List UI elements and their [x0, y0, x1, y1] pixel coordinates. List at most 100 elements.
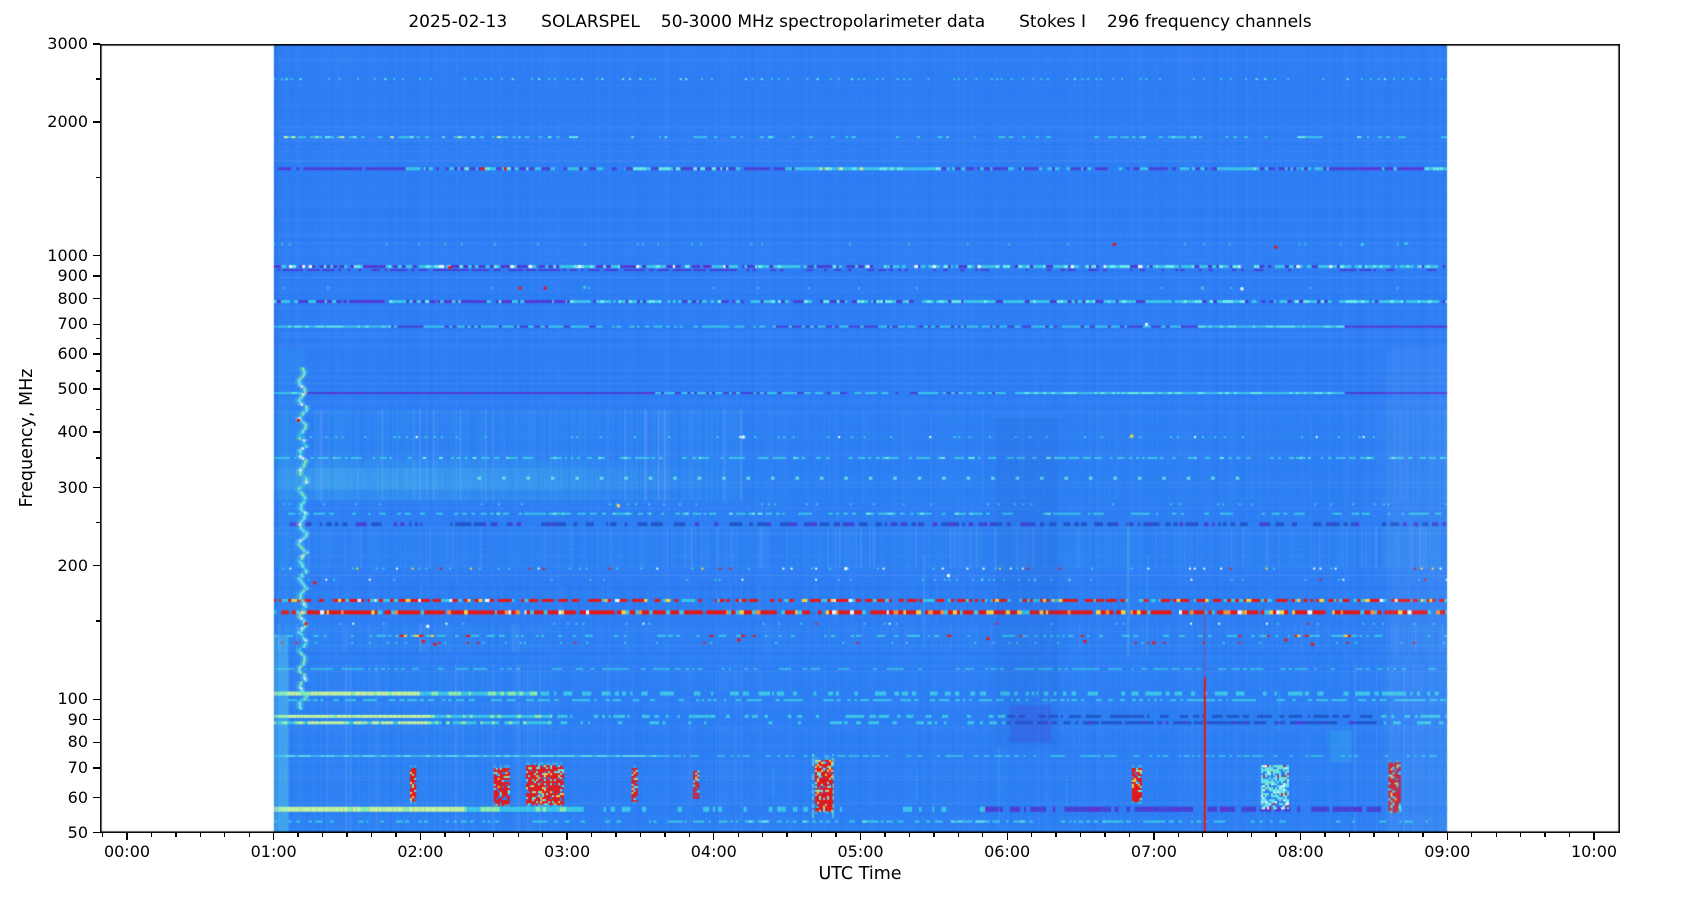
x-major-tick [1006, 833, 1008, 840]
x-minor-tick [248, 833, 250, 837]
x-major-tick [419, 833, 422, 840]
title-channels: 296 frequency channels [1106, 12, 1312, 32]
x-tick-label: 00:00 [103, 842, 151, 861]
y-minor-tick [96, 337, 100, 340]
x-minor-tick [1079, 833, 1082, 837]
x-minor-tick [224, 833, 226, 837]
x-minor-tick [297, 833, 299, 837]
x-minor-tick [688, 833, 691, 837]
x-minor-tick [370, 833, 373, 837]
x-minor-tick [737, 833, 739, 837]
y-major-tick [93, 796, 100, 799]
x-minor-tick [933, 833, 935, 837]
x-tick-label: 08:00 [1277, 842, 1324, 861]
x-minor-tick [590, 833, 593, 837]
x-minor-tick [1030, 833, 1033, 837]
y-major-tick [93, 718, 100, 721]
y-tick-label: 400 [57, 422, 88, 442]
x-minor-tick [957, 833, 959, 837]
x-minor-tick [175, 833, 177, 837]
y-minor-tick [96, 370, 100, 372]
y-tick-label: 200 [57, 555, 88, 575]
y-minor-tick [96, 620, 100, 622]
title-instrument: SOLARSPEL [541, 12, 640, 32]
x-tick-label: 02:00 [397, 842, 444, 861]
x-tick-label: 07:00 [1130, 842, 1177, 861]
y-major-tick [93, 565, 100, 567]
x-minor-tick [199, 833, 202, 837]
x-minor-tick [1128, 833, 1131, 837]
y-major-tick [93, 121, 100, 123]
y-major-tick [93, 767, 100, 769]
x-major-tick [566, 833, 568, 840]
y-minor-tick [96, 176, 100, 179]
x-minor-tick [1177, 833, 1180, 837]
x-major-tick [1153, 833, 1155, 840]
y-tick-label: 2000 [47, 112, 88, 132]
x-minor-tick [493, 833, 495, 837]
x-minor-tick [1226, 833, 1228, 837]
x-tick-label: 05:00 [837, 842, 884, 861]
x-minor-tick [1202, 833, 1204, 837]
x-minor-tick [810, 833, 813, 837]
y-major-tick [93, 297, 100, 300]
x-tick-label: 10:00 [1570, 842, 1618, 861]
x-tick-label: 01:00 [250, 842, 297, 861]
x-minor-tick [1568, 833, 1571, 837]
plot-title: 2025-02-13 SOLARSPEL 50-3000 MHz spectro… [100, 12, 1620, 32]
x-minor-tick [321, 833, 324, 837]
x-minor-tick [1104, 833, 1106, 837]
y-major-tick [93, 353, 100, 355]
x-major-tick [1299, 833, 1302, 840]
x-minor-tick [639, 833, 642, 837]
x-tick-label: 09:00 [1424, 842, 1471, 861]
x-minor-tick [615, 833, 617, 837]
x-minor-tick [1397, 833, 1400, 837]
x-minor-tick [1275, 833, 1277, 837]
title-description: 50-3000 MHz spectropolarimeter data [660, 12, 986, 32]
y-major-tick [93, 323, 100, 326]
title-date: 2025-02-13 [408, 12, 508, 32]
y-tick-label: 500 [57, 379, 88, 399]
x-minor-tick [664, 833, 666, 837]
x-minor-tick [150, 833, 153, 837]
y-tick-label: 1000 [47, 245, 88, 265]
x-minor-tick [835, 833, 837, 837]
y-major-tick [93, 431, 100, 433]
x-minor-tick [517, 833, 519, 837]
y-tick-label: 3000 [47, 34, 88, 53]
y-tick-label: 300 [57, 477, 88, 497]
x-minor-tick [908, 833, 911, 837]
x-minor-tick [346, 833, 348, 837]
y-tick-label: 800 [57, 288, 88, 308]
x-minor-tick [1324, 833, 1326, 837]
x-minor-tick [1251, 833, 1253, 837]
y-tick-label: 100 [57, 689, 88, 709]
x-minor-tick [1373, 833, 1375, 837]
y-major-tick [93, 388, 100, 390]
x-minor-tick [1544, 833, 1546, 837]
y-major-tick [93, 832, 100, 834]
spectrogram-canvas [100, 44, 1620, 833]
x-minor-tick [541, 833, 544, 837]
y-tick-label: 50 [67, 822, 88, 842]
y-minor-tick [96, 457, 100, 459]
x-minor-tick [982, 833, 984, 837]
y-minor-tick [96, 408, 100, 411]
y-tick-label: 90 [67, 709, 88, 729]
x-minor-tick [101, 833, 104, 837]
x-minor-tick [762, 833, 764, 837]
x-tick-label: 03:00 [544, 842, 591, 861]
y-tick-label: 600 [57, 344, 88, 364]
y-tick-label: 60 [67, 787, 88, 807]
x-minor-tick [1348, 833, 1351, 837]
y-major-tick [93, 275, 100, 277]
y-major-tick [93, 486, 100, 489]
x-minor-tick [1422, 833, 1424, 837]
y-major-tick [93, 43, 100, 45]
x-major-tick [126, 833, 128, 840]
x-minor-tick [468, 833, 470, 837]
x-axis-label: UTC Time [818, 864, 902, 884]
x-minor-tick [884, 833, 886, 837]
